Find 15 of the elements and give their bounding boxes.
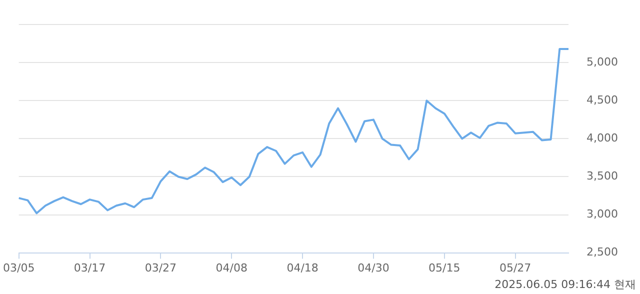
x-tick-label: 04/30: [358, 261, 390, 274]
text: 2025.06.05 09:16:44 현재: [494, 277, 636, 292]
x-tick-label: 04/18: [286, 261, 318, 274]
x-tick-label: 03/17: [74, 261, 106, 274]
x-tick-label: 05/27: [499, 261, 532, 274]
y-tick-label: 5,000: [586, 55, 618, 68]
x-tick-label: 05/15: [428, 261, 460, 274]
y-tick-label: 4,000: [586, 132, 618, 145]
y-tick-label: 4,500: [586, 94, 618, 107]
x-tick-label: 03/05: [3, 261, 35, 274]
y-tick-label: 2,500: [586, 246, 618, 259]
y-tick-label: 3,500: [586, 170, 618, 183]
x-tick-label: 04/08: [216, 261, 248, 274]
y-tick-label: 3,000: [586, 208, 618, 221]
x-tick-label: 03/27: [144, 261, 177, 274]
